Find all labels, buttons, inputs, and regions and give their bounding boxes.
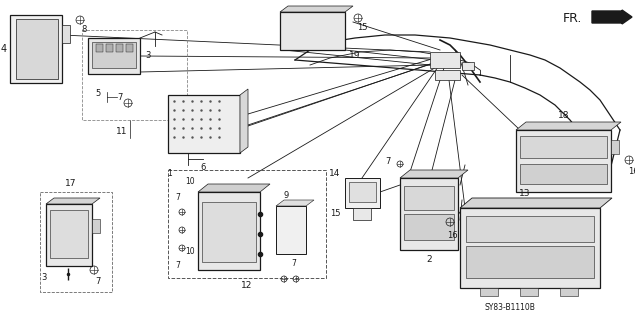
Text: 10: 10 — [185, 178, 195, 187]
Text: 16: 16 — [627, 167, 635, 177]
Bar — [460, 208, 600, 288]
Text: SY83-B1110B: SY83-B1110B — [485, 303, 535, 313]
Text: 3: 3 — [145, 51, 150, 60]
FancyArrow shape — [592, 10, 632, 24]
Bar — [611, 140, 619, 154]
Bar — [126, 44, 133, 52]
Text: 2: 2 — [426, 255, 432, 265]
Bar — [353, 208, 371, 220]
Text: 8: 8 — [81, 26, 87, 35]
Text: 19: 19 — [349, 51, 361, 60]
Text: 15: 15 — [357, 23, 367, 33]
Text: 7: 7 — [95, 277, 101, 286]
Bar — [466, 246, 594, 278]
Bar — [520, 288, 538, 296]
Bar — [345, 178, 380, 208]
Text: 18: 18 — [558, 111, 569, 121]
Text: 7: 7 — [175, 261, 180, 270]
Bar — [168, 95, 240, 153]
Bar — [560, 288, 578, 296]
Bar — [62, 25, 70, 43]
Bar — [276, 206, 306, 254]
Polygon shape — [276, 200, 314, 206]
Bar — [430, 52, 460, 68]
Text: 13: 13 — [519, 189, 531, 198]
Text: 10: 10 — [185, 247, 195, 257]
Bar — [50, 210, 88, 258]
Text: 11: 11 — [116, 127, 128, 137]
Bar — [16, 19, 58, 79]
Bar — [520, 164, 607, 184]
Bar — [404, 186, 454, 210]
Text: 17: 17 — [65, 180, 77, 188]
Bar — [10, 15, 62, 83]
Bar — [198, 192, 260, 270]
Text: 7: 7 — [175, 194, 180, 203]
Text: 14: 14 — [330, 169, 341, 178]
Bar — [96, 44, 103, 52]
Polygon shape — [460, 198, 612, 208]
Text: 7: 7 — [117, 92, 123, 101]
Text: 12: 12 — [241, 282, 253, 291]
Bar — [520, 136, 607, 158]
Text: 16: 16 — [446, 231, 457, 241]
Text: 7: 7 — [385, 157, 391, 166]
Bar — [462, 62, 474, 70]
Bar — [92, 219, 100, 233]
Text: 4: 4 — [1, 44, 7, 54]
Polygon shape — [46, 198, 100, 204]
Polygon shape — [400, 170, 468, 178]
Polygon shape — [240, 89, 248, 153]
Bar — [202, 202, 256, 262]
Text: 3: 3 — [41, 274, 47, 283]
Text: 6: 6 — [200, 163, 206, 172]
Bar — [82, 30, 187, 120]
Bar — [480, 288, 498, 296]
Bar — [40, 192, 112, 292]
Text: 15: 15 — [330, 210, 340, 219]
Bar — [116, 44, 123, 52]
Bar — [88, 38, 140, 74]
Text: 7: 7 — [291, 260, 297, 268]
Bar — [168, 170, 326, 278]
Bar — [280, 12, 345, 50]
Text: 1: 1 — [168, 169, 172, 178]
Bar — [435, 70, 460, 80]
Polygon shape — [280, 6, 353, 12]
Bar — [46, 204, 92, 266]
Bar — [466, 216, 594, 242]
Polygon shape — [516, 122, 621, 130]
Text: 9: 9 — [283, 191, 289, 201]
Bar — [92, 42, 136, 68]
Bar — [106, 44, 113, 52]
Bar — [400, 178, 458, 250]
Text: FR.: FR. — [563, 12, 582, 25]
Polygon shape — [198, 184, 270, 192]
Bar — [516, 130, 611, 192]
Bar — [349, 182, 376, 202]
Bar — [404, 214, 454, 240]
Text: 5: 5 — [95, 90, 100, 99]
